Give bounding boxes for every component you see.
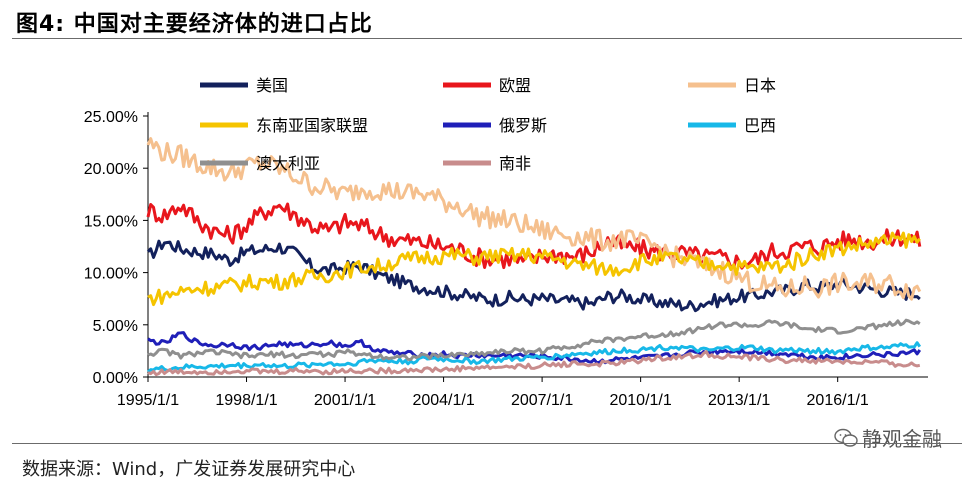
x-tick-label: 2013/1/1 [708, 392, 770, 409]
series-line-6 [147, 341, 922, 374]
legend-label: 南非 [499, 154, 531, 173]
title-bar: 图4: 中国对主要经济体的进口占比 [12, 2, 962, 39]
chart-area: 0.00% 5.00% 10.00% 15.00% 20.00% 25.00% 1995/1… [0, 40, 972, 418]
x-tick-label: 2007/1/1 [511, 392, 573, 409]
watermark-text: 静观金融 [862, 427, 942, 451]
x-tick-label: 1998/1/1 [215, 392, 277, 409]
series-line-7 [147, 318, 921, 361]
y-tick-label: 10.00% [84, 266, 138, 283]
watermark: 静观金融 [834, 423, 942, 452]
series-line-3 [146, 137, 922, 301]
y-tick-label: 0.00% [93, 370, 138, 387]
y-tick-label: 5.00% [93, 318, 138, 335]
source-divider [12, 443, 962, 444]
wechat-icon [834, 428, 858, 447]
series-line-2 [146, 202, 922, 270]
series-line-8 [147, 350, 921, 377]
figure-title: 图4: 中国对主要经济体的进口占比 [16, 12, 373, 37]
series-line-1 [146, 239, 921, 313]
legend-label: 美国 [256, 76, 288, 95]
y-tick-label: 25.00% [84, 109, 138, 126]
source-note: 数据来源：Wind，广发证券发展研究中心 [22, 459, 356, 480]
x-tick-label: 2010/1/1 [609, 392, 671, 409]
legend-label: 东南亚国家联盟 [256, 116, 368, 135]
legend-label: 巴西 [744, 116, 776, 135]
legend-label: 欧盟 [499, 76, 531, 95]
line-chart: 0.00% 5.00% 10.00% 15.00% 20.00% 25.00% 1995/1… [84, 76, 928, 409]
x-tick-label: 1995/1/1 [117, 392, 179, 409]
legend-label: 澳大利亚 [256, 154, 320, 173]
legend-label: 日本 [744, 76, 776, 95]
y-tick-label: 15.00% [84, 213, 138, 230]
x-tick-label: 2001/1/1 [314, 392, 376, 409]
legend-label: 俄罗斯 [499, 116, 547, 135]
y-tick-label: 20.00% [84, 161, 138, 178]
series-line-4 [147, 231, 921, 307]
x-tick-label: 2004/1/1 [412, 392, 474, 409]
x-tick-label: 2016/1/1 [807, 392, 869, 409]
series-line-5 [147, 331, 922, 365]
